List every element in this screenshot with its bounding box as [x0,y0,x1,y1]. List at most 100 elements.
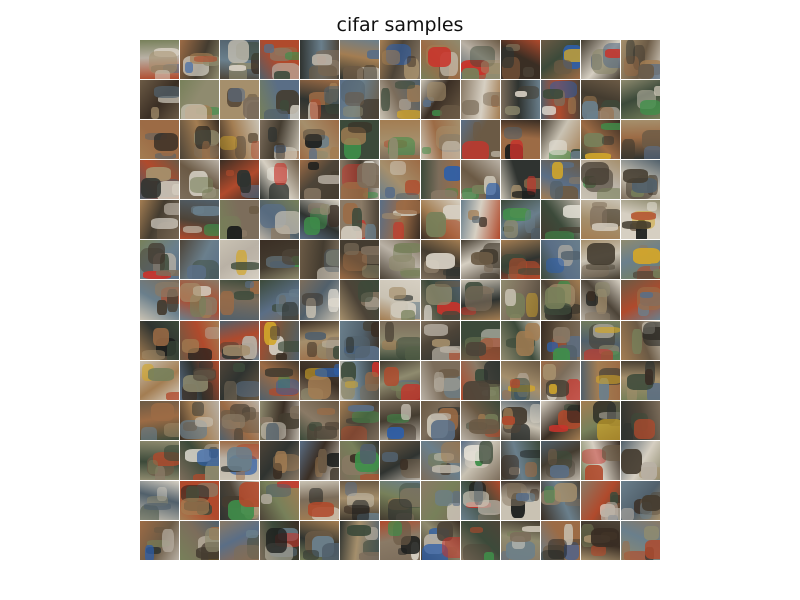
sample-texture [307,501,334,517]
sample-image [220,240,260,280]
sample-image [420,120,460,160]
sample-texture [356,163,380,188]
sample-image [500,200,540,240]
sample-image [500,360,540,400]
sample-texture [431,109,443,117]
sample-texture [644,369,653,385]
sample-texture [439,104,460,120]
sample-texture [307,375,331,400]
sample-texture [276,379,300,396]
sample-texture [506,43,520,52]
sample-texture [244,246,260,260]
sample-texture [640,99,660,116]
sample-texture [182,338,200,353]
sample-image [540,200,580,240]
sample-texture [462,380,491,400]
sample-texture [317,408,336,416]
sample-image [220,320,260,360]
sample-image [260,320,300,360]
sample-texture [226,170,235,177]
sample-texture [307,342,318,357]
sample-image [460,440,500,480]
sample-image [420,480,460,520]
sample-texture [278,340,300,353]
sample-texture [386,427,405,439]
sample-image [580,480,620,520]
sample-texture [394,243,420,254]
sample-texture [544,287,566,309]
sample-texture [220,136,238,150]
sample-texture [565,499,580,506]
sample-texture [235,381,260,397]
sample-texture [344,243,360,256]
sample-texture [250,52,260,75]
sample-texture [598,378,610,400]
sample-image [580,280,620,320]
sample-texture [444,376,460,398]
sample-texture [640,461,658,480]
sample-texture [274,70,290,80]
sample-image [540,400,580,440]
sample-texture [405,179,420,195]
sample-texture [407,84,420,103]
sample-image [580,520,620,560]
sample-image [260,480,300,520]
sample-texture [568,177,580,185]
sample-texture [164,202,180,216]
sample-texture [307,424,317,440]
sample-image [140,200,180,240]
sample-texture [549,465,569,478]
sample-texture [397,110,420,120]
sample-image [620,320,660,360]
sample-image [580,40,620,80]
sample-texture [511,191,536,198]
sample-texture [192,205,220,217]
sample-texture [473,480,484,505]
sample-texture [167,340,180,360]
sample-texture [141,427,158,440]
sample-image [420,80,460,120]
sample-texture [265,368,293,377]
sample-texture [183,421,197,432]
sample-texture [308,162,320,171]
sample-image [300,40,340,80]
sample-texture [434,371,444,393]
sample-texture [399,99,412,111]
sample-image [300,80,340,120]
sample-texture [442,536,460,558]
sample-texture [157,300,167,316]
sample-image [180,120,220,160]
sample-image [620,360,660,400]
sample-image [620,200,660,240]
sample-image [460,200,500,240]
sample-texture [289,105,300,120]
sample-texture [483,552,495,560]
sample-texture [592,223,618,231]
sample-texture [184,61,193,73]
sample-texture [193,367,217,382]
sample-texture [236,169,251,188]
sample-texture [622,423,634,440]
sample-image [540,520,580,560]
sample-texture [327,205,340,228]
sample-texture [591,545,606,557]
sample-image [220,440,260,480]
sample-texture [381,451,398,463]
sample-image [540,280,580,320]
sample-texture [527,175,537,195]
sample-texture [187,347,213,360]
sample-image [340,120,380,160]
sample-image [420,160,460,200]
sample-texture [395,192,419,200]
sample-texture [159,254,169,279]
sample-image [340,360,380,400]
sample-image [180,40,220,80]
sample-texture [309,488,323,506]
sample-texture [275,353,287,360]
sample-texture [361,264,380,279]
sample-image [420,360,460,400]
sample-texture [427,47,451,67]
sample-image [140,440,180,480]
sample-texture [585,152,612,160]
sample-texture [387,413,409,424]
